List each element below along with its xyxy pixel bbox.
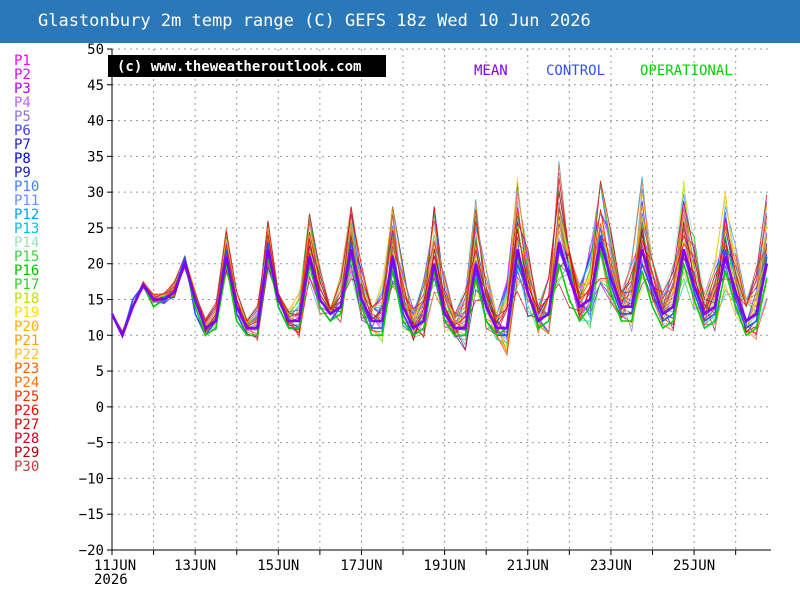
y-tick-label: −15 [79,507,104,523]
member-label: P12 [14,207,40,223]
member-label: P15 [14,249,40,265]
legend-mean: MEAN [474,63,508,79]
member-label: P18 [14,291,40,307]
member-label: P8 [14,151,31,167]
member-label: P13 [14,221,40,237]
y-tick-label: 10 [87,328,104,344]
member-label: P2 [14,67,31,83]
member-label: P6 [14,123,31,139]
y-tick-label: 15 [87,293,104,309]
member-label: P27 [14,417,40,433]
y-tick-label: 50 [87,42,104,58]
member-label: P1 [14,53,31,69]
member-label: P26 [14,403,40,419]
member-label: P17 [14,277,40,293]
y-tick-label: 35 [87,149,104,165]
title-bar: Glastonbury 2m temp range (C) GEFS 18z W… [0,0,800,43]
copyright-text: (c) www.theweatheroutlook.com [117,59,361,75]
member-label: P3 [14,81,31,97]
member-label: P24 [14,375,40,391]
member-label: P14 [14,235,40,251]
member-label: P22 [14,347,40,363]
x-tick-label: 11JUN [94,558,136,574]
member-label: P29 [14,445,40,461]
member-label: P4 [14,95,31,111]
x-tick-label: 21JUN [507,558,549,574]
x-tick-label: 25JUN [673,558,715,574]
legend-control: CONTROL [546,63,605,79]
y-tick-label: 20 [87,257,104,273]
member-label: P7 [14,137,31,153]
member-label: P30 [14,459,40,475]
member-label: P9 [14,165,31,181]
y-tick-label: −20 [79,543,104,559]
member-line-p28 [111,180,768,336]
member-label: P19 [14,305,40,321]
x-tick-label: 23JUN [590,558,632,574]
y-tick-label: −10 [79,471,104,487]
x-tick-label: 13JUN [174,558,216,574]
y-tick-label: 25 [87,221,104,237]
y-tick-label: 40 [87,114,104,130]
y-tick-label: 0 [96,400,104,416]
member-line-p30 [111,207,768,333]
member-label: P20 [14,319,40,335]
chart-title: Glastonbury 2m temp range (C) GEFS 18z W… [38,11,591,31]
y-tick-label: 5 [96,364,104,380]
member-label: P10 [14,179,40,195]
y-tick-label: −5 [87,436,104,452]
member-label: P25 [14,389,40,405]
legend-operational: OPERATIONAL [640,63,733,79]
y-tick-label: 45 [87,78,104,94]
x-tick-label: 19JUN [424,558,466,574]
member-label: P21 [14,333,40,349]
copyright-box [108,55,386,77]
x-tick-label: 15JUN [257,558,299,574]
member-label: P23 [14,361,40,377]
mean-line [110,241,769,339]
member-label: P16 [14,263,40,279]
member-label: P5 [14,109,31,125]
x-tick-label: 17JUN [340,558,382,574]
y-tick-label: 30 [87,185,104,201]
member-label: P11 [14,193,40,209]
x-tick-sublabel: 2026 [94,572,128,588]
member-label: P28 [14,431,40,447]
